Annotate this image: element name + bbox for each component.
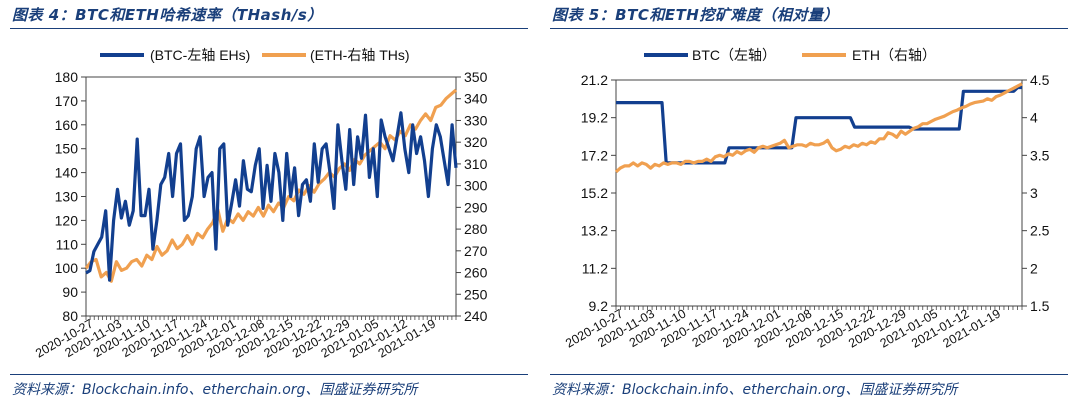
source-note: 资料来源：Blockchain.info、etherchain.org、国盛证券… xyxy=(552,382,958,398)
y-right-tick-label: 290 xyxy=(464,199,488,215)
y-left-tick-label: 180 xyxy=(55,69,79,85)
y-left-tick-label: 13.2 xyxy=(581,223,608,239)
y-left-tick-label: 110 xyxy=(56,236,79,252)
y-left-tick-label: 170 xyxy=(55,93,79,109)
eth-series-line xyxy=(84,88,458,283)
legend-label: (BTC-左轴 EHs) xyxy=(150,47,250,63)
y-right-tick-label: 310 xyxy=(464,156,488,172)
y-right-tick-label: 330 xyxy=(464,112,488,128)
y-right-tick-label: 240 xyxy=(464,308,488,324)
y-left-tick-label: 9.2 xyxy=(589,298,609,314)
chart-title: 图表 5：BTC和ETH挖矿难度（相对量） xyxy=(552,6,839,24)
y-left-tick-label: 160 xyxy=(55,117,79,133)
eth-series-line xyxy=(614,82,1023,174)
y-left-tick-label: 140 xyxy=(55,165,79,181)
legend-label: BTC（左轴） xyxy=(692,47,776,63)
footer-rule xyxy=(10,374,528,375)
btc-series-line xyxy=(616,85,1022,165)
btc-series-line xyxy=(85,111,458,282)
y-right-tick-label: 2 xyxy=(1030,260,1038,276)
y-right-tick-label: 270 xyxy=(464,243,488,259)
y-right-tick-label: 3.5 xyxy=(1030,147,1050,163)
y-left-tick-label: 130 xyxy=(55,189,79,205)
header-rule xyxy=(10,28,528,29)
y-left-tick-label: 80 xyxy=(62,308,78,324)
hashrate-chart: 80 90 100 110 120 130 140 150 160 170 180 240 250 260… xyxy=(33,47,488,361)
y-right-tick-label: 3 xyxy=(1030,185,1038,201)
header-rule xyxy=(550,28,1068,29)
panel-difficulty: 图表 5：BTC和ETH挖矿难度（相对量） 9.2 11.2 13.2 15.2 17.… xyxy=(540,0,1080,405)
source-note: 资料来源：Blockchain.info、etherchain.org、国盛证券… xyxy=(12,382,418,398)
legend-label: (ETH-右轴 THs) xyxy=(310,47,410,63)
y-left-tick-label: 17.2 xyxy=(581,147,608,163)
y-right-tick-label: 280 xyxy=(464,221,488,237)
chart-title: 图表 4：BTC和ETH哈希速率（THash/s） xyxy=(12,6,323,24)
y-right-tick-label: 300 xyxy=(464,178,488,194)
y-right-tick-label: 250 xyxy=(464,286,488,302)
y-left-tick-label: 120 xyxy=(55,212,79,228)
footer-rule xyxy=(550,374,1068,375)
y-left-tick-label: 11.2 xyxy=(582,260,608,276)
y-right-tick-label: 4 xyxy=(1030,110,1038,126)
y-left-tick-label: 15.2 xyxy=(581,185,608,201)
y-left-tick-label: 21.2 xyxy=(581,72,608,88)
legend-label: ETH（右轴） xyxy=(852,47,936,63)
y-left-tick-label: 150 xyxy=(55,141,79,157)
y-right-tick-label: 2.5 xyxy=(1030,223,1050,239)
panel-hashrate: 图表 4：BTC和ETH哈希速率（THash/s） 80 90 100 110 120 1… xyxy=(10,6,528,398)
y-right-tick-label: 260 xyxy=(464,265,488,281)
y-right-tick-label: 340 xyxy=(464,91,488,107)
y-left-tick-label: 100 xyxy=(55,260,79,276)
y-left-tick-label: 90 xyxy=(62,284,78,300)
y-right-tick-label: 320 xyxy=(464,134,488,150)
difficulty-chart: 9.2 11.2 13.2 15.2 17.2 19.2 21.2 1.5 2 2.5 3 3.5 4 4… xyxy=(563,47,1050,351)
y-left-tick-label: 19.2 xyxy=(581,110,608,126)
y-right-tick-label: 1.5 xyxy=(1030,298,1050,314)
y-right-tick-label: 350 xyxy=(464,69,488,85)
y-right-tick-label: 4.5 xyxy=(1030,72,1050,88)
